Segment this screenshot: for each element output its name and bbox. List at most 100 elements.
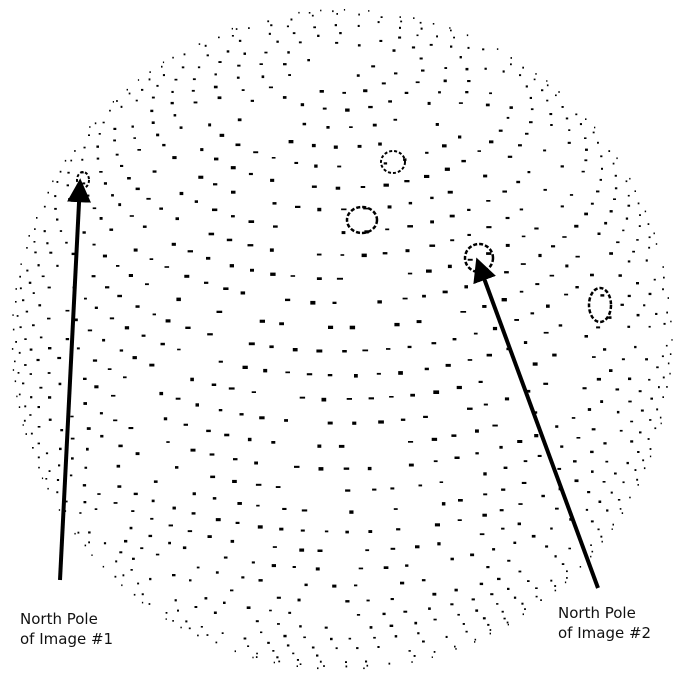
sphere-dot bbox=[326, 126, 330, 129]
sphere-dot bbox=[522, 66, 524, 69]
sphere-dot bbox=[655, 243, 658, 245]
sphere-dot bbox=[208, 123, 212, 127]
sphere-dot bbox=[94, 122, 97, 125]
sphere-dot bbox=[30, 432, 33, 435]
sphere-dot bbox=[38, 304, 42, 307]
sphere-dot bbox=[316, 654, 319, 657]
sphere-dot bbox=[622, 229, 625, 232]
sphere-dot bbox=[571, 417, 576, 419]
sphere-dot bbox=[467, 233, 471, 236]
sphere-dot bbox=[482, 513, 487, 517]
sphere-dot bbox=[229, 264, 234, 268]
sphere-dot bbox=[133, 137, 136, 139]
sphere-dot bbox=[371, 65, 376, 68]
sphere-dot bbox=[637, 451, 640, 453]
sphere-dot bbox=[49, 251, 53, 254]
sphere-dot bbox=[91, 275, 96, 278]
sphere-dot bbox=[482, 617, 486, 620]
sphere-dot bbox=[629, 496, 631, 499]
sphere-dot bbox=[213, 183, 218, 186]
sphere-dot bbox=[18, 406, 21, 408]
sphere-dot bbox=[129, 526, 133, 530]
sphere-dot bbox=[83, 377, 87, 380]
sphere-dot bbox=[94, 306, 98, 309]
sphere-dot bbox=[433, 390, 440, 394]
sphere-dot bbox=[459, 56, 462, 59]
sphere-dot bbox=[37, 264, 40, 267]
sphere-dot bbox=[660, 422, 662, 425]
arrow-pole-image-1 bbox=[58, 178, 92, 581]
sphere-dot bbox=[171, 90, 174, 93]
sphere-dot bbox=[513, 541, 517, 544]
sphere-dot bbox=[71, 457, 74, 460]
sphere-dot bbox=[132, 557, 135, 560]
sphere-dot bbox=[261, 75, 265, 79]
sphere-dot bbox=[275, 486, 281, 488]
sphere-dot bbox=[273, 225, 278, 228]
sphere-dot bbox=[626, 461, 629, 465]
sphere-dot bbox=[498, 129, 503, 132]
sphere-dot bbox=[590, 520, 594, 523]
sphere-dot bbox=[365, 549, 370, 552]
sphere-dot bbox=[398, 371, 403, 375]
sphere-dot bbox=[41, 275, 45, 278]
sphere-dot bbox=[648, 236, 651, 239]
sphere-dot bbox=[522, 613, 524, 616]
sphere-dot bbox=[219, 133, 225, 137]
sphere-dot bbox=[149, 71, 151, 73]
sphere-dot bbox=[208, 232, 215, 236]
sphere-dot bbox=[70, 159, 73, 162]
sphere-dot bbox=[560, 165, 564, 168]
sphere-dot bbox=[479, 533, 485, 536]
sphere-dot bbox=[43, 230, 46, 233]
sphere-dot bbox=[292, 348, 298, 352]
sphere-dot bbox=[237, 118, 242, 122]
sphere-dot bbox=[190, 448, 196, 452]
sphere-dot bbox=[299, 396, 306, 399]
sphere-dot bbox=[368, 530, 373, 533]
sphere-dot bbox=[83, 501, 87, 504]
sphere-dot bbox=[465, 630, 468, 633]
sphere-dot bbox=[473, 332, 478, 335]
sphere-dot bbox=[177, 609, 179, 612]
sphere-dot bbox=[587, 491, 591, 494]
sphere-dot bbox=[162, 74, 165, 77]
sphere-dot bbox=[620, 303, 624, 306]
sphere-dot bbox=[435, 123, 439, 126]
sphere-dot bbox=[467, 208, 471, 211]
sphere-dot bbox=[630, 440, 634, 443]
sphere-dot bbox=[647, 223, 650, 225]
sphere-dot bbox=[475, 429, 479, 433]
sphere-dot bbox=[247, 645, 250, 647]
sphere-dot bbox=[297, 598, 301, 602]
sphere-dot bbox=[579, 123, 582, 126]
sphere-dot bbox=[510, 57, 512, 59]
sphere-dot bbox=[296, 659, 299, 661]
sphere-dot bbox=[447, 190, 453, 194]
sphere-dot bbox=[497, 577, 501, 581]
sphere-dot bbox=[530, 108, 534, 111]
sphere-dot bbox=[172, 506, 176, 510]
sphere-dot bbox=[643, 467, 646, 470]
sphere-dot bbox=[294, 161, 299, 164]
sphere-dot bbox=[408, 201, 413, 205]
sphere-dot bbox=[541, 89, 544, 92]
sphere-dot bbox=[250, 99, 254, 102]
sphere-dot bbox=[403, 610, 408, 613]
sphere-dot bbox=[366, 599, 370, 602]
sphere-dot bbox=[122, 574, 125, 577]
sphere-dot bbox=[32, 447, 34, 449]
sphere-dot bbox=[82, 231, 86, 234]
sphere-dot bbox=[115, 560, 118, 563]
sphere-dot bbox=[482, 305, 487, 308]
sphere-dot bbox=[29, 414, 32, 416]
sphere-dot bbox=[86, 427, 91, 430]
sphere-dot bbox=[431, 342, 437, 345]
sphere-dot bbox=[183, 53, 186, 56]
sphere-dot bbox=[637, 202, 640, 205]
sphere-dot bbox=[619, 508, 622, 510]
sphere-dot bbox=[304, 583, 308, 587]
sphere-dot bbox=[307, 59, 310, 62]
sphere-dot bbox=[601, 167, 603, 170]
sphere-dot bbox=[521, 602, 524, 605]
